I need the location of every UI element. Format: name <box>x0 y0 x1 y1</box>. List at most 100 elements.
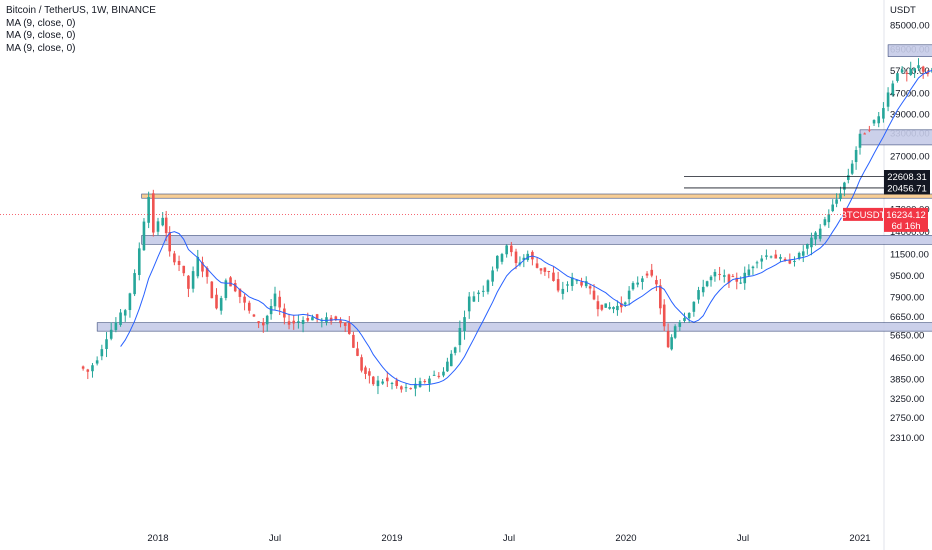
candle-body <box>650 269 654 276</box>
candle-body <box>91 365 94 372</box>
candle-body <box>839 193 842 199</box>
candle-body <box>156 221 160 232</box>
candle-body <box>238 288 242 297</box>
candle-body <box>735 277 739 282</box>
candle-body <box>731 276 735 278</box>
y-tick-label: 85000.00 <box>890 21 930 32</box>
candle-body <box>400 386 403 390</box>
candle-body <box>486 280 490 292</box>
candle-body <box>196 256 200 277</box>
countdown-label: 6d 16h <box>891 221 920 232</box>
candle-body <box>596 301 600 310</box>
candle-body <box>655 280 658 285</box>
candle-body <box>774 254 778 259</box>
candle-body <box>627 290 631 300</box>
candle-body <box>783 258 787 261</box>
candle-body <box>673 326 677 338</box>
candle-body <box>343 322 347 326</box>
candle-body <box>477 292 480 295</box>
candle-body <box>556 279 560 291</box>
indicator-ma-2[interactable]: MA (9, close, 0) <box>6 30 76 41</box>
candle-body <box>854 149 858 163</box>
candle-body <box>886 92 890 107</box>
candle-body <box>760 258 764 262</box>
candle-body <box>612 307 615 310</box>
y-tick-label: 39000.00 <box>890 110 930 121</box>
candle-body <box>81 366 85 369</box>
candle-body <box>882 108 885 119</box>
candle-body <box>215 294 218 309</box>
zone-rectangle <box>887 44 932 57</box>
zone-rectangle <box>96 322 932 332</box>
candle-body <box>631 283 635 290</box>
candle-body <box>496 255 499 269</box>
candle-body <box>133 273 136 295</box>
candle-body <box>114 322 118 330</box>
symbol-title[interactable]: Bitcoin / TetherUS, 1W, BINANCE <box>6 5 156 16</box>
candle-body <box>823 219 827 226</box>
candle-body <box>905 72 909 74</box>
candle-body <box>843 182 846 190</box>
candle-body <box>561 288 565 294</box>
x-tick-label: Jul <box>269 533 281 544</box>
candle-body <box>247 302 251 311</box>
candle-body <box>604 303 608 308</box>
candle-body <box>793 260 796 262</box>
zone-rectangle <box>141 235 932 245</box>
candle-body <box>806 244 809 249</box>
candle-body <box>692 301 696 312</box>
candle-body <box>500 254 504 262</box>
indicator-ma-1[interactable]: MA (9, close, 0) <box>6 17 76 29</box>
indicator-ma-3[interactable]: MA (9, close, 0) <box>6 42 76 54</box>
candle-body <box>137 248 141 275</box>
candle-body <box>659 285 662 309</box>
candle-body <box>182 265 186 274</box>
candle-body <box>543 267 547 272</box>
candle-body <box>678 322 682 327</box>
candle-body <box>608 306 611 309</box>
candle-body <box>727 274 731 283</box>
candle-body <box>566 284 569 286</box>
candle-body <box>620 303 623 308</box>
candle-body <box>514 251 518 264</box>
candle-body <box>896 73 899 81</box>
y-tick-label: 47000.00 <box>890 88 930 99</box>
price-badge-label: 16234.12 <box>886 210 926 221</box>
moving-average-line <box>120 69 932 386</box>
candle-body <box>352 334 355 348</box>
candle-body <box>722 275 726 277</box>
candle-body <box>292 320 296 324</box>
y-tick-label: 2310.00 <box>890 433 924 444</box>
candle-body <box>168 232 171 252</box>
candle-body <box>446 361 449 372</box>
candle-body <box>467 296 471 312</box>
y-tick-label: 2750.00 <box>890 413 924 424</box>
x-tick-label: 2021 <box>849 533 870 544</box>
x-tick-label: 2019 <box>381 533 402 544</box>
candle-body <box>868 129 871 131</box>
candle-body <box>381 381 384 384</box>
candle-body <box>173 253 176 263</box>
candle-body <box>575 280 579 282</box>
candle-body <box>670 337 673 350</box>
quote-currency-label: USDT <box>890 5 916 16</box>
symbol-badge-label: BTCUSDT <box>841 210 886 221</box>
candle-body <box>119 312 122 325</box>
candle-body <box>191 271 195 289</box>
candle-body <box>339 320 342 324</box>
x-tick-label: 2020 <box>615 533 636 544</box>
candle-body <box>788 259 792 264</box>
candle-body <box>390 382 394 384</box>
candle-body <box>453 347 457 353</box>
y-tick-label: 4650.00 <box>890 353 924 364</box>
candle-body <box>257 321 260 324</box>
candle-body <box>301 320 305 324</box>
candle-body <box>360 357 363 371</box>
x-tick-label: Jul <box>503 533 515 544</box>
candle-body <box>510 245 513 253</box>
candle-body <box>109 329 113 339</box>
candle-body <box>449 353 453 367</box>
candle-body <box>152 193 155 233</box>
candle-body <box>386 377 389 382</box>
